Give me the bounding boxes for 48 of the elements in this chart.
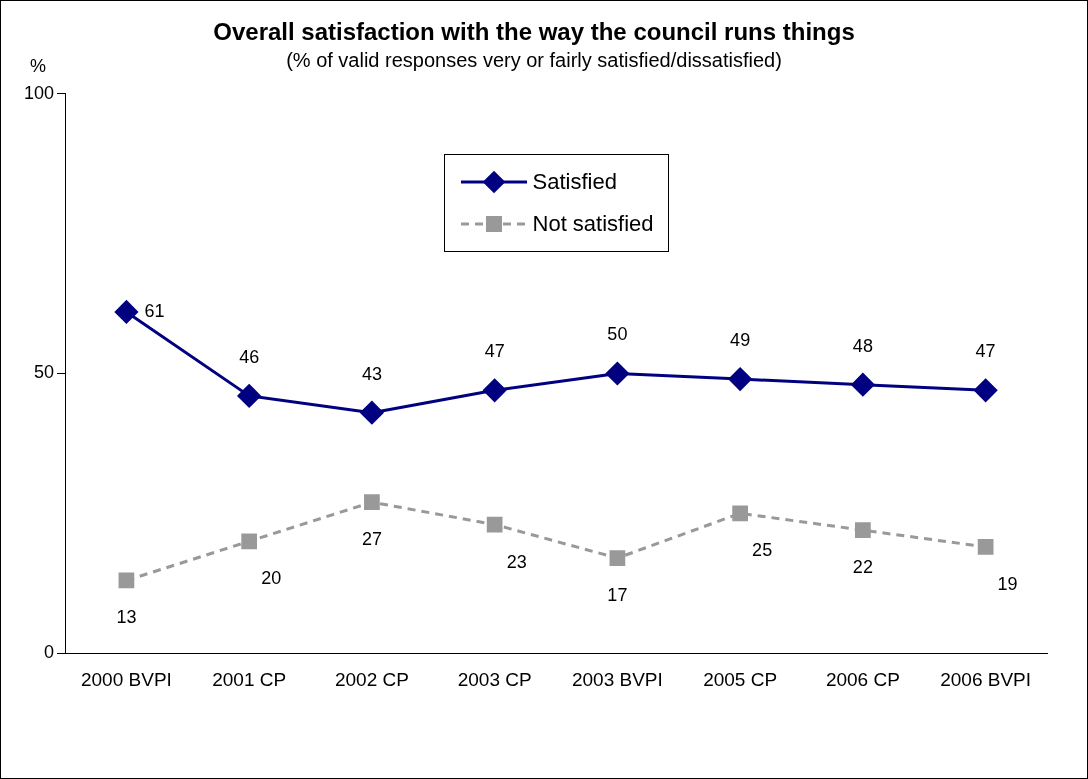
data-label: 43: [361, 363, 382, 384]
data-label: 48: [852, 335, 873, 356]
legend-label: Not satisfied: [532, 210, 654, 237]
y-tick-label: 100: [23, 82, 55, 103]
data-label: 49: [730, 330, 751, 351]
point: [855, 522, 871, 538]
data-label: 20: [261, 568, 282, 589]
y-tick-label: 50: [34, 362, 55, 383]
data-label: 46: [239, 346, 260, 367]
x-tick-label: 2003 BVPI: [571, 668, 663, 690]
data-label: 13: [116, 607, 137, 628]
legend-label: Satisfied: [532, 168, 617, 195]
point: [977, 539, 994, 555]
y-tick-label: 0: [44, 642, 55, 663]
point: [364, 494, 380, 511]
data-label: 23: [506, 551, 527, 572]
data-label: 50: [607, 324, 628, 345]
point: [728, 367, 752, 391]
point: [609, 550, 626, 566]
x-tick-label: 2006 BVPI: [940, 668, 1032, 690]
x-tick-label: 2003 CP: [457, 668, 532, 690]
x-tick-label: 2006 CP: [825, 668, 900, 690]
y-axis-title: %: [30, 55, 47, 76]
chart-title: Overall satisfaction with the way the council runs things: [213, 18, 855, 46]
point: [118, 572, 135, 589]
point: [483, 378, 507, 402]
point: [241, 533, 258, 550]
data-label: 17: [607, 585, 628, 606]
data-label: 47: [484, 341, 505, 362]
data-label: 47: [975, 341, 996, 362]
x-tick-label: 2002 CP: [334, 668, 409, 690]
point: [486, 516, 503, 533]
data-label: 25: [752, 540, 773, 561]
data-label: 19: [997, 573, 1018, 594]
point: [732, 505, 748, 522]
point: [237, 384, 261, 408]
point: [851, 373, 875, 397]
point: [605, 362, 629, 385]
point: [114, 300, 138, 324]
point: [974, 378, 998, 402]
point: [360, 401, 384, 425]
x-tick-label: 2000 BVPI: [80, 668, 172, 690]
x-tick-label: 2001 CP: [212, 668, 287, 690]
x-tick-label: 2005 CP: [703, 668, 778, 690]
data-label: 27: [361, 529, 382, 550]
chart-subtitle: (% of valid responses very or fairly satisfied/dissatisfied): [286, 49, 782, 72]
data-label: 22: [852, 557, 873, 578]
data-label: 61: [144, 300, 165, 321]
